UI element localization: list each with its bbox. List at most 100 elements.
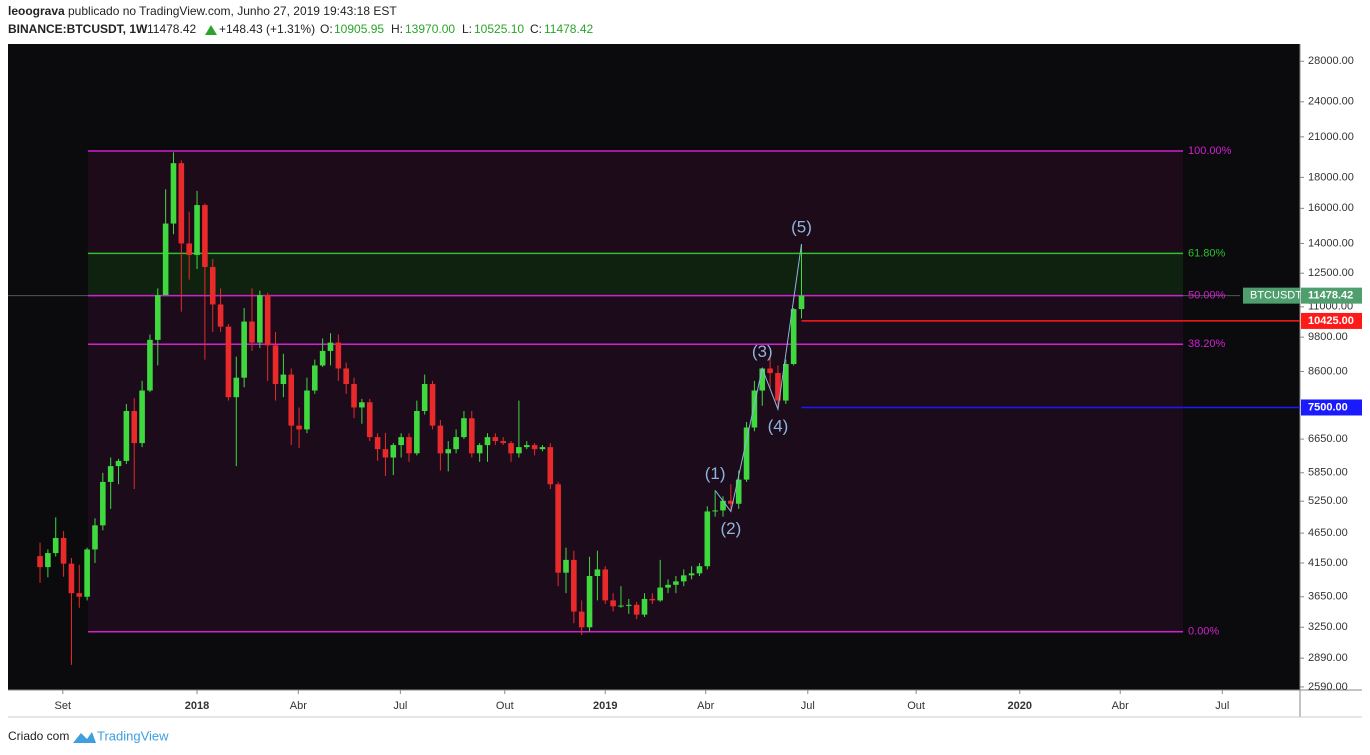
candle-body bbox=[100, 481, 106, 526]
candle-body bbox=[657, 587, 664, 601]
candle-body bbox=[84, 549, 90, 597]
y-tick-label: 21000.00 bbox=[1308, 131, 1354, 143]
candle-body bbox=[123, 411, 130, 461]
candle-body bbox=[484, 437, 491, 446]
candle-body bbox=[37, 556, 43, 568]
y-tick-label: 18000.00 bbox=[1308, 171, 1354, 183]
wave-label: (1) bbox=[705, 464, 726, 483]
logo bbox=[73, 732, 96, 743]
candle-body bbox=[60, 537, 67, 564]
candle-body bbox=[751, 390, 758, 428]
candle-body bbox=[743, 427, 750, 480]
candle-body bbox=[139, 390, 145, 444]
y-tick-label: 2590.00 bbox=[1308, 681, 1348, 693]
high-label: H: bbox=[391, 22, 403, 36]
fib-label: 38.20% bbox=[1188, 338, 1226, 350]
x-tick-label: 2020 bbox=[1008, 700, 1032, 712]
price-tag bbox=[1301, 399, 1362, 416]
candle-body bbox=[696, 566, 703, 574]
candle-body bbox=[728, 500, 734, 504]
symbol-tag-label: BTCUSDT bbox=[1250, 290, 1302, 302]
y-tick-label: 4150.00 bbox=[1308, 557, 1348, 569]
wave-label: (2) bbox=[720, 519, 741, 538]
candle-body bbox=[154, 295, 161, 340]
candle-body bbox=[202, 205, 208, 267]
candle-body bbox=[115, 460, 122, 467]
candle-body bbox=[555, 484, 561, 573]
candle-body bbox=[531, 445, 538, 450]
y-tick-label: 2890.00 bbox=[1308, 652, 1348, 664]
candle-body bbox=[257, 295, 263, 343]
candle-body bbox=[374, 437, 381, 450]
candle-body bbox=[280, 374, 287, 385]
candle-body bbox=[649, 598, 656, 601]
candle-body bbox=[759, 368, 766, 391]
candle-body bbox=[68, 563, 75, 594]
candle-body bbox=[626, 604, 632, 606]
x-tick-label: Abr bbox=[697, 700, 714, 712]
candle-body bbox=[492, 437, 499, 442]
candle-body bbox=[610, 600, 616, 607]
y-tick-label: 4650.00 bbox=[1308, 527, 1348, 539]
fib-zone bbox=[87, 344, 1184, 632]
candle-body bbox=[249, 321, 255, 343]
y-tick-label: 16000.00 bbox=[1308, 202, 1354, 214]
candle-body bbox=[735, 479, 742, 504]
candle-body bbox=[571, 559, 577, 612]
candle-body bbox=[783, 363, 789, 401]
candle-body bbox=[508, 443, 514, 454]
candle-body bbox=[618, 605, 624, 607]
candle-body bbox=[712, 510, 718, 512]
last-price-tag bbox=[1301, 287, 1362, 304]
candle-body bbox=[311, 365, 318, 391]
symbol: BINANCE:BTCUSDT, 1W bbox=[8, 22, 148, 36]
candle-body bbox=[414, 411, 420, 454]
candle-body bbox=[688, 573, 695, 576]
y-tick-label: 5250.00 bbox=[1308, 495, 1348, 507]
open: 10905.95 bbox=[334, 22, 384, 36]
candle-body bbox=[641, 598, 648, 615]
candle-body bbox=[516, 447, 522, 454]
fib-label: 50.00% bbox=[1188, 290, 1226, 302]
candle-body bbox=[673, 581, 679, 585]
price-tag bbox=[1301, 312, 1362, 329]
wave-line bbox=[714, 243, 803, 513]
candle-body bbox=[343, 368, 349, 385]
candle-body bbox=[390, 445, 397, 458]
x-tick-label: 2019 bbox=[593, 700, 617, 712]
candle-body bbox=[288, 374, 295, 426]
candle-body bbox=[131, 411, 138, 444]
x-tick-label: Jul bbox=[801, 700, 815, 712]
candle-body bbox=[217, 304, 224, 327]
candle-body bbox=[351, 384, 357, 408]
published: publicado no TradingView.com, Junho 27, … bbox=[68, 4, 397, 18]
candle-body bbox=[461, 418, 467, 438]
candle-body bbox=[178, 163, 185, 244]
candle-body bbox=[92, 525, 98, 550]
candle-body bbox=[366, 402, 373, 438]
candle-body bbox=[586, 576, 593, 628]
candle-body bbox=[539, 447, 546, 450]
candle-body bbox=[578, 611, 585, 628]
candle-body bbox=[437, 425, 444, 454]
candle-body bbox=[225, 326, 232, 398]
change: +148.43 (+1.31%) bbox=[219, 22, 315, 36]
fib-label: 61.80% bbox=[1188, 247, 1226, 259]
candle-body bbox=[162, 223, 169, 296]
y-tick-label: 12500.00 bbox=[1308, 267, 1354, 279]
candle-body bbox=[335, 342, 342, 369]
last: 11478.42 bbox=[147, 22, 196, 36]
candle-body bbox=[272, 345, 279, 385]
candle-body bbox=[453, 437, 459, 450]
footer-made: Criado com bbox=[8, 729, 69, 743]
wave-label: (3) bbox=[752, 342, 773, 361]
close: 11478.42 bbox=[544, 22, 593, 36]
candle-body bbox=[775, 373, 781, 401]
fib-label: 100.00% bbox=[1188, 145, 1232, 157]
candle-body bbox=[468, 418, 475, 454]
x-tick-label: Abr bbox=[1112, 700, 1129, 712]
candle-body bbox=[241, 321, 247, 378]
candle-body bbox=[194, 205, 200, 255]
